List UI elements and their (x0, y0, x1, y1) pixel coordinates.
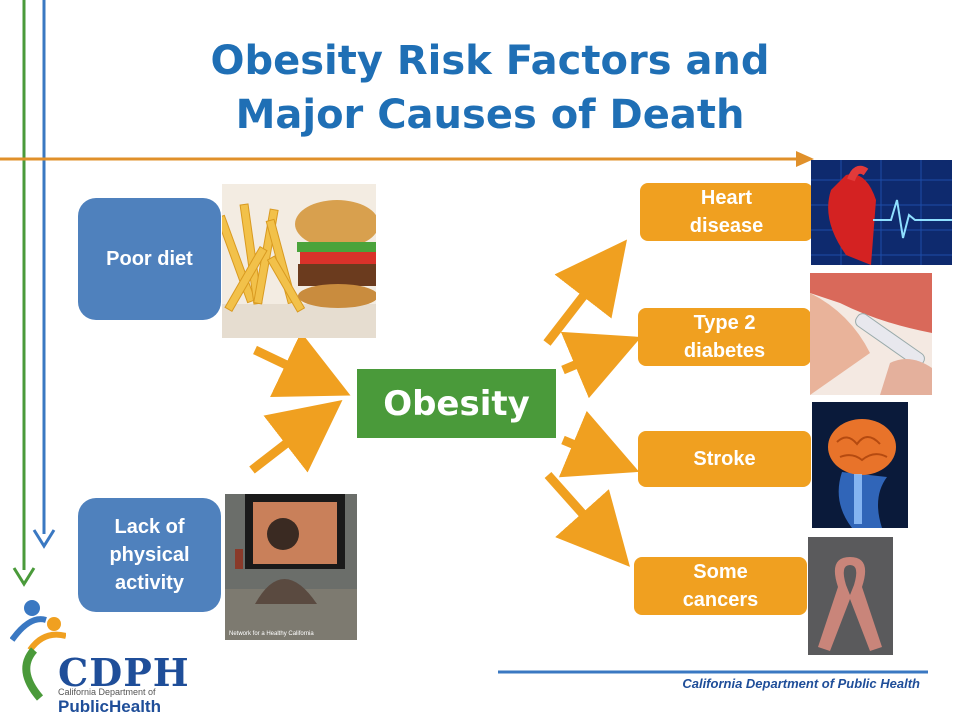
tv-watching-photo: Network for a Healthy California (225, 494, 357, 640)
cdph-logo-name: CDPH (58, 650, 190, 695)
photo-caption: Network for a Healthy California (229, 631, 314, 637)
cancer-ribbon-photo (808, 537, 893, 655)
arrow-to-heart-disease (543, 239, 628, 346)
page-title: Obesity Risk Factors and Major Causes of… (150, 34, 830, 142)
blue-arrowhead (32, 529, 56, 549)
outcome-label: Stroke (693, 448, 756, 470)
footer-text: California Department of Public Health (682, 676, 920, 691)
title-line-2: Major Causes of Death (235, 92, 745, 138)
cause-lack-of-activity: Lack of physical activity (78, 498, 221, 612)
cdph-logo-icon (10, 600, 66, 701)
outcome-some-cancers: Some cancers (634, 557, 807, 615)
cdph-logo-wordmark: PublicHealth (58, 697, 161, 716)
fast-food-photo (222, 184, 376, 338)
brain-photo (812, 402, 908, 528)
obesity-box: Obesity (357, 369, 556, 438)
cause-poor-diet: Poor diet (78, 198, 221, 320)
cdph-logo-subtitle: California Department of (58, 687, 156, 697)
heart-photo (811, 160, 952, 265)
orange-horizontal-arrowhead (796, 151, 814, 167)
cause-label: Poor diet (106, 248, 193, 270)
outcome-type-2-diabetes: Type 2 diabetes (638, 308, 811, 366)
arrow-to-stroke (558, 410, 640, 478)
arrow-to-diabetes (560, 331, 642, 399)
outcome-heart-disease: Heart disease (640, 183, 813, 241)
arrow-activity-to-obesity (249, 399, 343, 474)
arrow-to-cancers (544, 472, 630, 567)
green-arrowhead (12, 567, 36, 587)
outcome-label: Type 2 diabetes (683, 312, 766, 362)
arrow-diet-to-obesity (253, 332, 351, 398)
insulin-pen-photo (810, 273, 932, 395)
outcome-label: Heart disease (689, 187, 764, 237)
outcome-stroke: Stroke (638, 431, 811, 487)
outcome-label: Some cancers (682, 561, 759, 611)
cause-label: Lack of physical activity (109, 516, 190, 594)
title-line-1: Obesity Risk Factors and (210, 38, 770, 84)
center-label: Obesity (383, 383, 530, 424)
